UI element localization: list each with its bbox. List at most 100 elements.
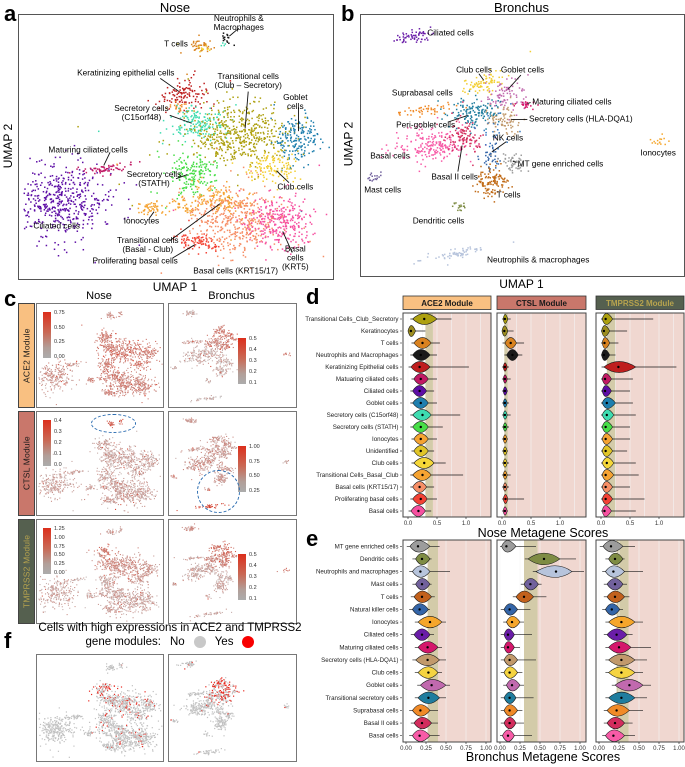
violin xyxy=(506,679,521,692)
violin-median-dot xyxy=(509,341,512,345)
violin-median-dot xyxy=(510,683,514,687)
cluster-label: T cells xyxy=(164,38,188,49)
violin-median-dot xyxy=(542,557,546,561)
category-label: Secretory cells (C15orf48) xyxy=(327,412,399,419)
violin xyxy=(601,469,615,481)
panel-e-letter: e xyxy=(306,526,319,551)
tmprss2-module-strip: TMPRSS2 Module xyxy=(18,519,35,624)
x-tick-label: 0.75 xyxy=(460,746,472,752)
cluster-label: Transitional cells (Basal - Club) xyxy=(116,234,179,254)
cluster-label: Ciliated cells xyxy=(427,27,474,38)
tmprss2-bronchus-featureplot: 0.5 0.4 0.3 0.2 0.1 xyxy=(168,519,297,624)
colorbar-gradient xyxy=(238,554,246,600)
violin xyxy=(606,704,630,717)
cluster-label: Ciliated cells xyxy=(33,220,80,231)
violin-median-dot xyxy=(418,389,421,393)
violin-median-dot xyxy=(615,633,618,636)
violin-median-dot xyxy=(510,620,514,624)
cluster-label: Keratinizing epithelial cells xyxy=(77,67,175,78)
category-label: MT gene enriched cells xyxy=(335,543,399,550)
category-label: Proliferating basal cells xyxy=(335,496,399,503)
violin-median-dot xyxy=(604,473,607,477)
category-label: Ionocytes xyxy=(372,436,398,443)
violin-median-dot xyxy=(620,696,623,700)
cluster-label: Neutrophils & Macrophages xyxy=(213,13,264,32)
violin-median-dot xyxy=(506,646,510,649)
colorbar-tick-label: 0.75 xyxy=(54,310,65,316)
panel-c-bronchus-header: Bronchus xyxy=(208,290,255,302)
nose-violin-chart: ACE2 Module 0.0 0.5 1.0 CTSL Module 0.0 0.5 1.0… xyxy=(305,295,685,527)
violin-median-dot xyxy=(503,413,507,417)
category-label: Neutrophils and Macrophages xyxy=(316,352,399,359)
category-label: Ciliated cells xyxy=(364,388,399,395)
x-tick-label: 0.00 xyxy=(494,746,506,752)
category-label: Transitional Cells_Basal_Club xyxy=(316,472,399,479)
ctsl-module-strip: CTSL Module xyxy=(18,411,35,516)
bronchus-violin-xlabel: Bronchus Metagene Scores xyxy=(465,750,621,764)
x-tick-label: 0.25 xyxy=(420,746,432,752)
cluster-label: Suprabasal cells xyxy=(391,87,453,98)
highlight-bronchus-plot xyxy=(168,654,297,762)
violin xyxy=(601,385,612,397)
category-label: Basal cells xyxy=(369,733,399,740)
violin-median-dot xyxy=(420,557,424,561)
violin-median-dot xyxy=(420,582,424,586)
violin-median-dot xyxy=(418,608,421,611)
violin-median-dot xyxy=(503,449,507,453)
threshold-high-zone xyxy=(628,540,684,742)
violin-median-dot xyxy=(602,329,606,333)
violin xyxy=(601,493,613,505)
violin-median-dot xyxy=(503,389,507,393)
module-header-label: CTSL Module xyxy=(516,299,568,308)
tmprss2-bronchus-canvas xyxy=(169,520,296,623)
violin-median-dot xyxy=(605,401,608,405)
violin-median-dot xyxy=(612,734,615,737)
x-tick-label: 0.50 xyxy=(534,746,546,752)
cluster-label: T cells xyxy=(496,189,521,200)
x-tick-label: 1.00 xyxy=(480,746,492,752)
violin xyxy=(601,313,613,325)
violin-median-dot xyxy=(617,646,621,649)
cluster-label: Dendritic cells xyxy=(412,215,465,226)
colorbar-tick-label: 0.50 xyxy=(54,552,65,559)
violin xyxy=(601,505,612,517)
nose-umap-xlabel: UMAP 1 xyxy=(152,280,198,294)
colorbar-tick-label: 0.3 xyxy=(249,574,257,580)
bronchus-umap-plot: Ciliated cells Club cells Goblet cells Supr… xyxy=(360,14,685,277)
violin xyxy=(601,445,613,457)
cluster-label: Basal cells xyxy=(370,150,410,161)
nose-umap-ylabel: UMAP 2 xyxy=(1,123,15,169)
x-tick-label: 0.5 xyxy=(626,521,635,527)
colorbar-tick-label: 0.2 xyxy=(249,369,257,375)
violin-median-dot xyxy=(610,608,613,611)
panel-f-caption-gene-modules: gene modules: xyxy=(85,636,161,648)
violin-median-dot xyxy=(511,353,514,357)
violin-median-dot xyxy=(416,545,420,548)
cluster-label: Goblet cells xyxy=(500,64,545,75)
violin-median-dot xyxy=(508,721,511,725)
violin-median-dot xyxy=(503,461,507,465)
colorbar: 1.25 1.00 0.75 0.50 0.25 0.00 xyxy=(43,526,75,576)
violin-median-dot xyxy=(419,401,422,405)
violin-median-dot xyxy=(628,683,631,687)
cluster-label: Basal cells (KRT15/17) xyxy=(193,265,279,276)
colorbar-tick-label: 0.4 xyxy=(249,347,257,353)
violin xyxy=(601,373,612,385)
colorbar-tick-label: 0.3 xyxy=(54,429,62,435)
highlight-nose-plot xyxy=(36,654,164,762)
x-tick-label: 1.0 xyxy=(655,521,664,527)
cluster-label: NK cells xyxy=(492,132,524,143)
yes-legend-dot xyxy=(242,636,255,648)
cluster-label: Goblet cells xyxy=(283,92,308,112)
x-tick-label: 0.50 xyxy=(440,746,452,752)
category-label: Club cells xyxy=(372,670,399,677)
category-label: Goblet cells xyxy=(366,400,398,407)
violin xyxy=(603,361,637,373)
module-header-box xyxy=(595,295,685,310)
panel-b-title: Bronchus xyxy=(494,0,549,15)
category-label: Ionocytes xyxy=(372,619,398,626)
cluster-label: Secretory cells (STATH) xyxy=(126,168,182,188)
x-tick-label: 0.50 xyxy=(633,746,645,752)
module-header-label: ACE2 Module xyxy=(421,299,473,308)
cluster-label: MT gene enriched cells xyxy=(517,158,604,169)
